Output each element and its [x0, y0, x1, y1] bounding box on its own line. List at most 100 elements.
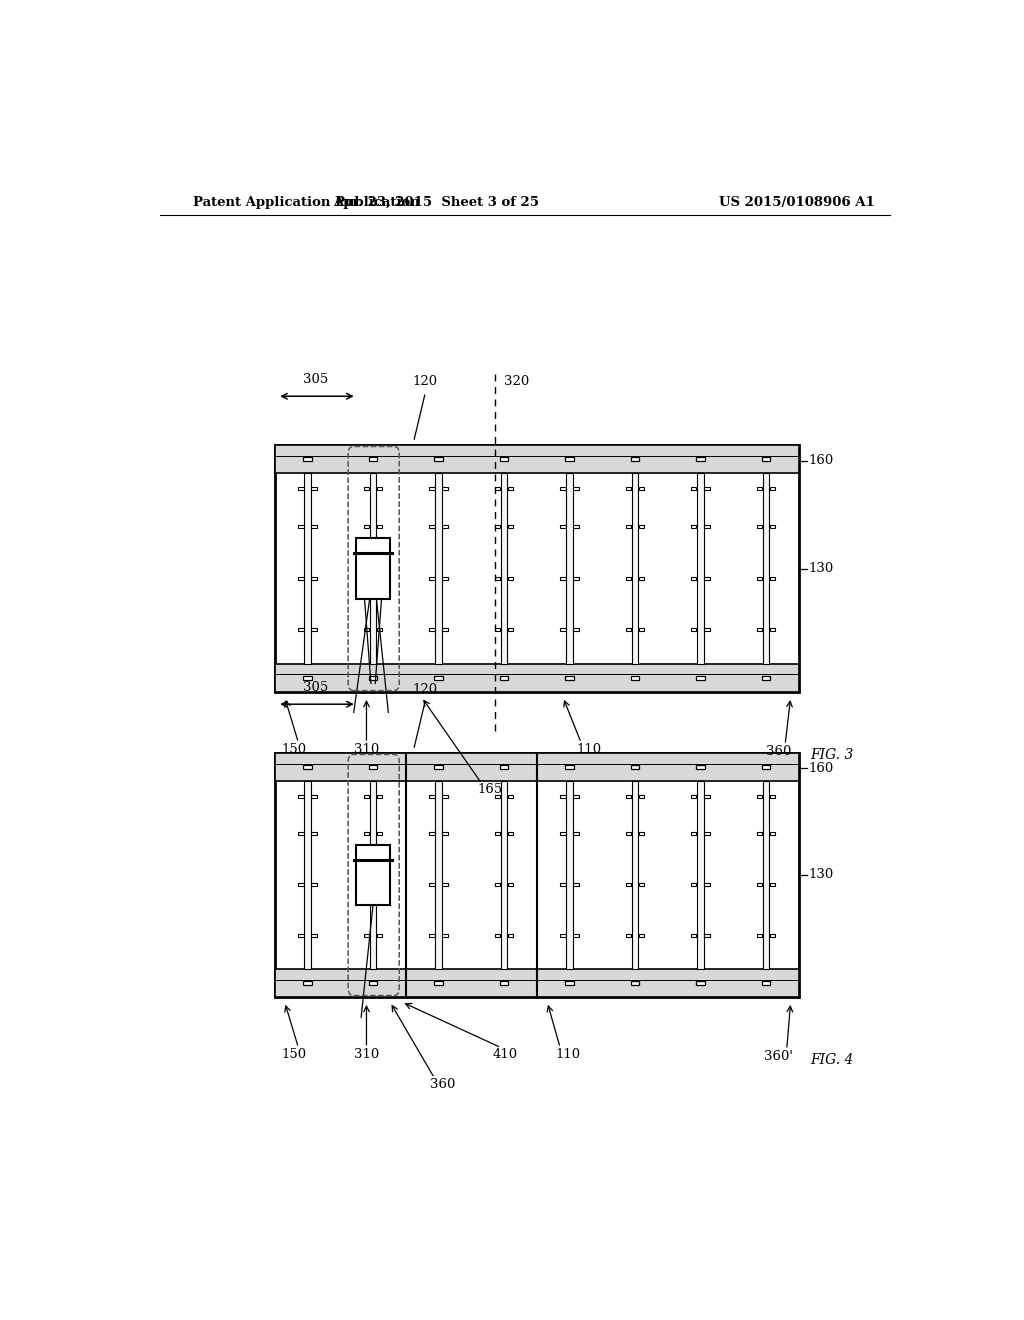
- Bar: [705, 577, 710, 579]
- Text: 360': 360': [764, 1049, 794, 1063]
- Bar: [495, 795, 500, 797]
- Bar: [631, 457, 639, 461]
- Bar: [429, 577, 434, 579]
- Bar: [303, 766, 311, 770]
- Bar: [434, 457, 442, 461]
- Text: FIG. 4: FIG. 4: [811, 1053, 854, 1067]
- Bar: [304, 474, 310, 664]
- Bar: [770, 628, 775, 631]
- Bar: [691, 577, 696, 579]
- Bar: [311, 832, 316, 836]
- Bar: [364, 628, 369, 631]
- Bar: [691, 883, 696, 886]
- Bar: [442, 795, 447, 797]
- Bar: [762, 766, 770, 770]
- Bar: [429, 525, 434, 528]
- Bar: [770, 933, 775, 936]
- Bar: [442, 577, 447, 579]
- Text: 150: 150: [282, 743, 307, 756]
- Bar: [757, 628, 762, 631]
- Bar: [442, 628, 447, 631]
- Bar: [639, 933, 644, 936]
- Bar: [369, 981, 377, 985]
- Bar: [770, 487, 775, 490]
- Bar: [274, 969, 799, 997]
- Bar: [639, 577, 644, 579]
- Bar: [705, 525, 710, 528]
- Bar: [274, 752, 799, 997]
- Bar: [631, 766, 639, 770]
- Bar: [763, 781, 769, 969]
- Bar: [639, 795, 644, 797]
- Bar: [696, 766, 705, 770]
- Bar: [311, 628, 316, 631]
- Text: 310: 310: [354, 743, 379, 756]
- Bar: [429, 883, 434, 886]
- Bar: [377, 933, 382, 936]
- Bar: [560, 832, 565, 836]
- Text: 305: 305: [303, 374, 329, 385]
- Text: 160: 160: [809, 762, 835, 775]
- Bar: [442, 525, 447, 528]
- Bar: [566, 474, 572, 664]
- Bar: [298, 628, 303, 631]
- Bar: [626, 795, 631, 797]
- Bar: [560, 628, 565, 631]
- Bar: [632, 474, 638, 664]
- Text: 150: 150: [282, 1048, 307, 1061]
- Bar: [631, 981, 639, 985]
- Bar: [705, 832, 710, 836]
- Bar: [770, 832, 775, 836]
- Bar: [377, 628, 382, 631]
- Bar: [691, 795, 696, 797]
- Bar: [508, 628, 513, 631]
- Bar: [369, 457, 377, 461]
- Bar: [501, 474, 507, 664]
- Bar: [691, 487, 696, 490]
- Bar: [495, 628, 500, 631]
- Bar: [311, 883, 316, 886]
- Bar: [626, 487, 631, 490]
- Bar: [508, 795, 513, 797]
- Bar: [626, 577, 631, 579]
- Bar: [697, 781, 703, 969]
- Bar: [560, 883, 565, 886]
- Bar: [573, 832, 579, 836]
- Text: 310: 310: [354, 1048, 379, 1061]
- Bar: [696, 457, 705, 461]
- Bar: [565, 457, 573, 461]
- Bar: [429, 628, 434, 631]
- Bar: [705, 933, 710, 936]
- Bar: [442, 933, 447, 936]
- Bar: [274, 445, 799, 692]
- Bar: [311, 487, 316, 490]
- Text: US 2015/0108906 A1: US 2015/0108906 A1: [719, 195, 874, 209]
- Bar: [364, 795, 369, 797]
- Bar: [377, 577, 382, 579]
- Bar: [691, 933, 696, 936]
- Bar: [757, 577, 762, 579]
- Text: 305: 305: [303, 681, 329, 694]
- Text: 160: 160: [809, 454, 835, 467]
- Bar: [435, 781, 441, 969]
- Bar: [495, 883, 500, 886]
- Bar: [573, 883, 579, 886]
- Bar: [632, 781, 638, 969]
- Bar: [377, 525, 382, 528]
- Bar: [639, 525, 644, 528]
- Bar: [770, 577, 775, 579]
- Bar: [303, 676, 311, 680]
- Bar: [757, 795, 762, 797]
- Text: 110: 110: [577, 743, 602, 756]
- Bar: [298, 577, 303, 579]
- Bar: [757, 883, 762, 886]
- Bar: [560, 525, 565, 528]
- Bar: [762, 981, 770, 985]
- Bar: [560, 795, 565, 797]
- Text: 130: 130: [809, 869, 835, 882]
- Text: 120: 120: [413, 682, 438, 696]
- Bar: [377, 487, 382, 490]
- Bar: [429, 933, 434, 936]
- Bar: [691, 832, 696, 836]
- Bar: [508, 577, 513, 579]
